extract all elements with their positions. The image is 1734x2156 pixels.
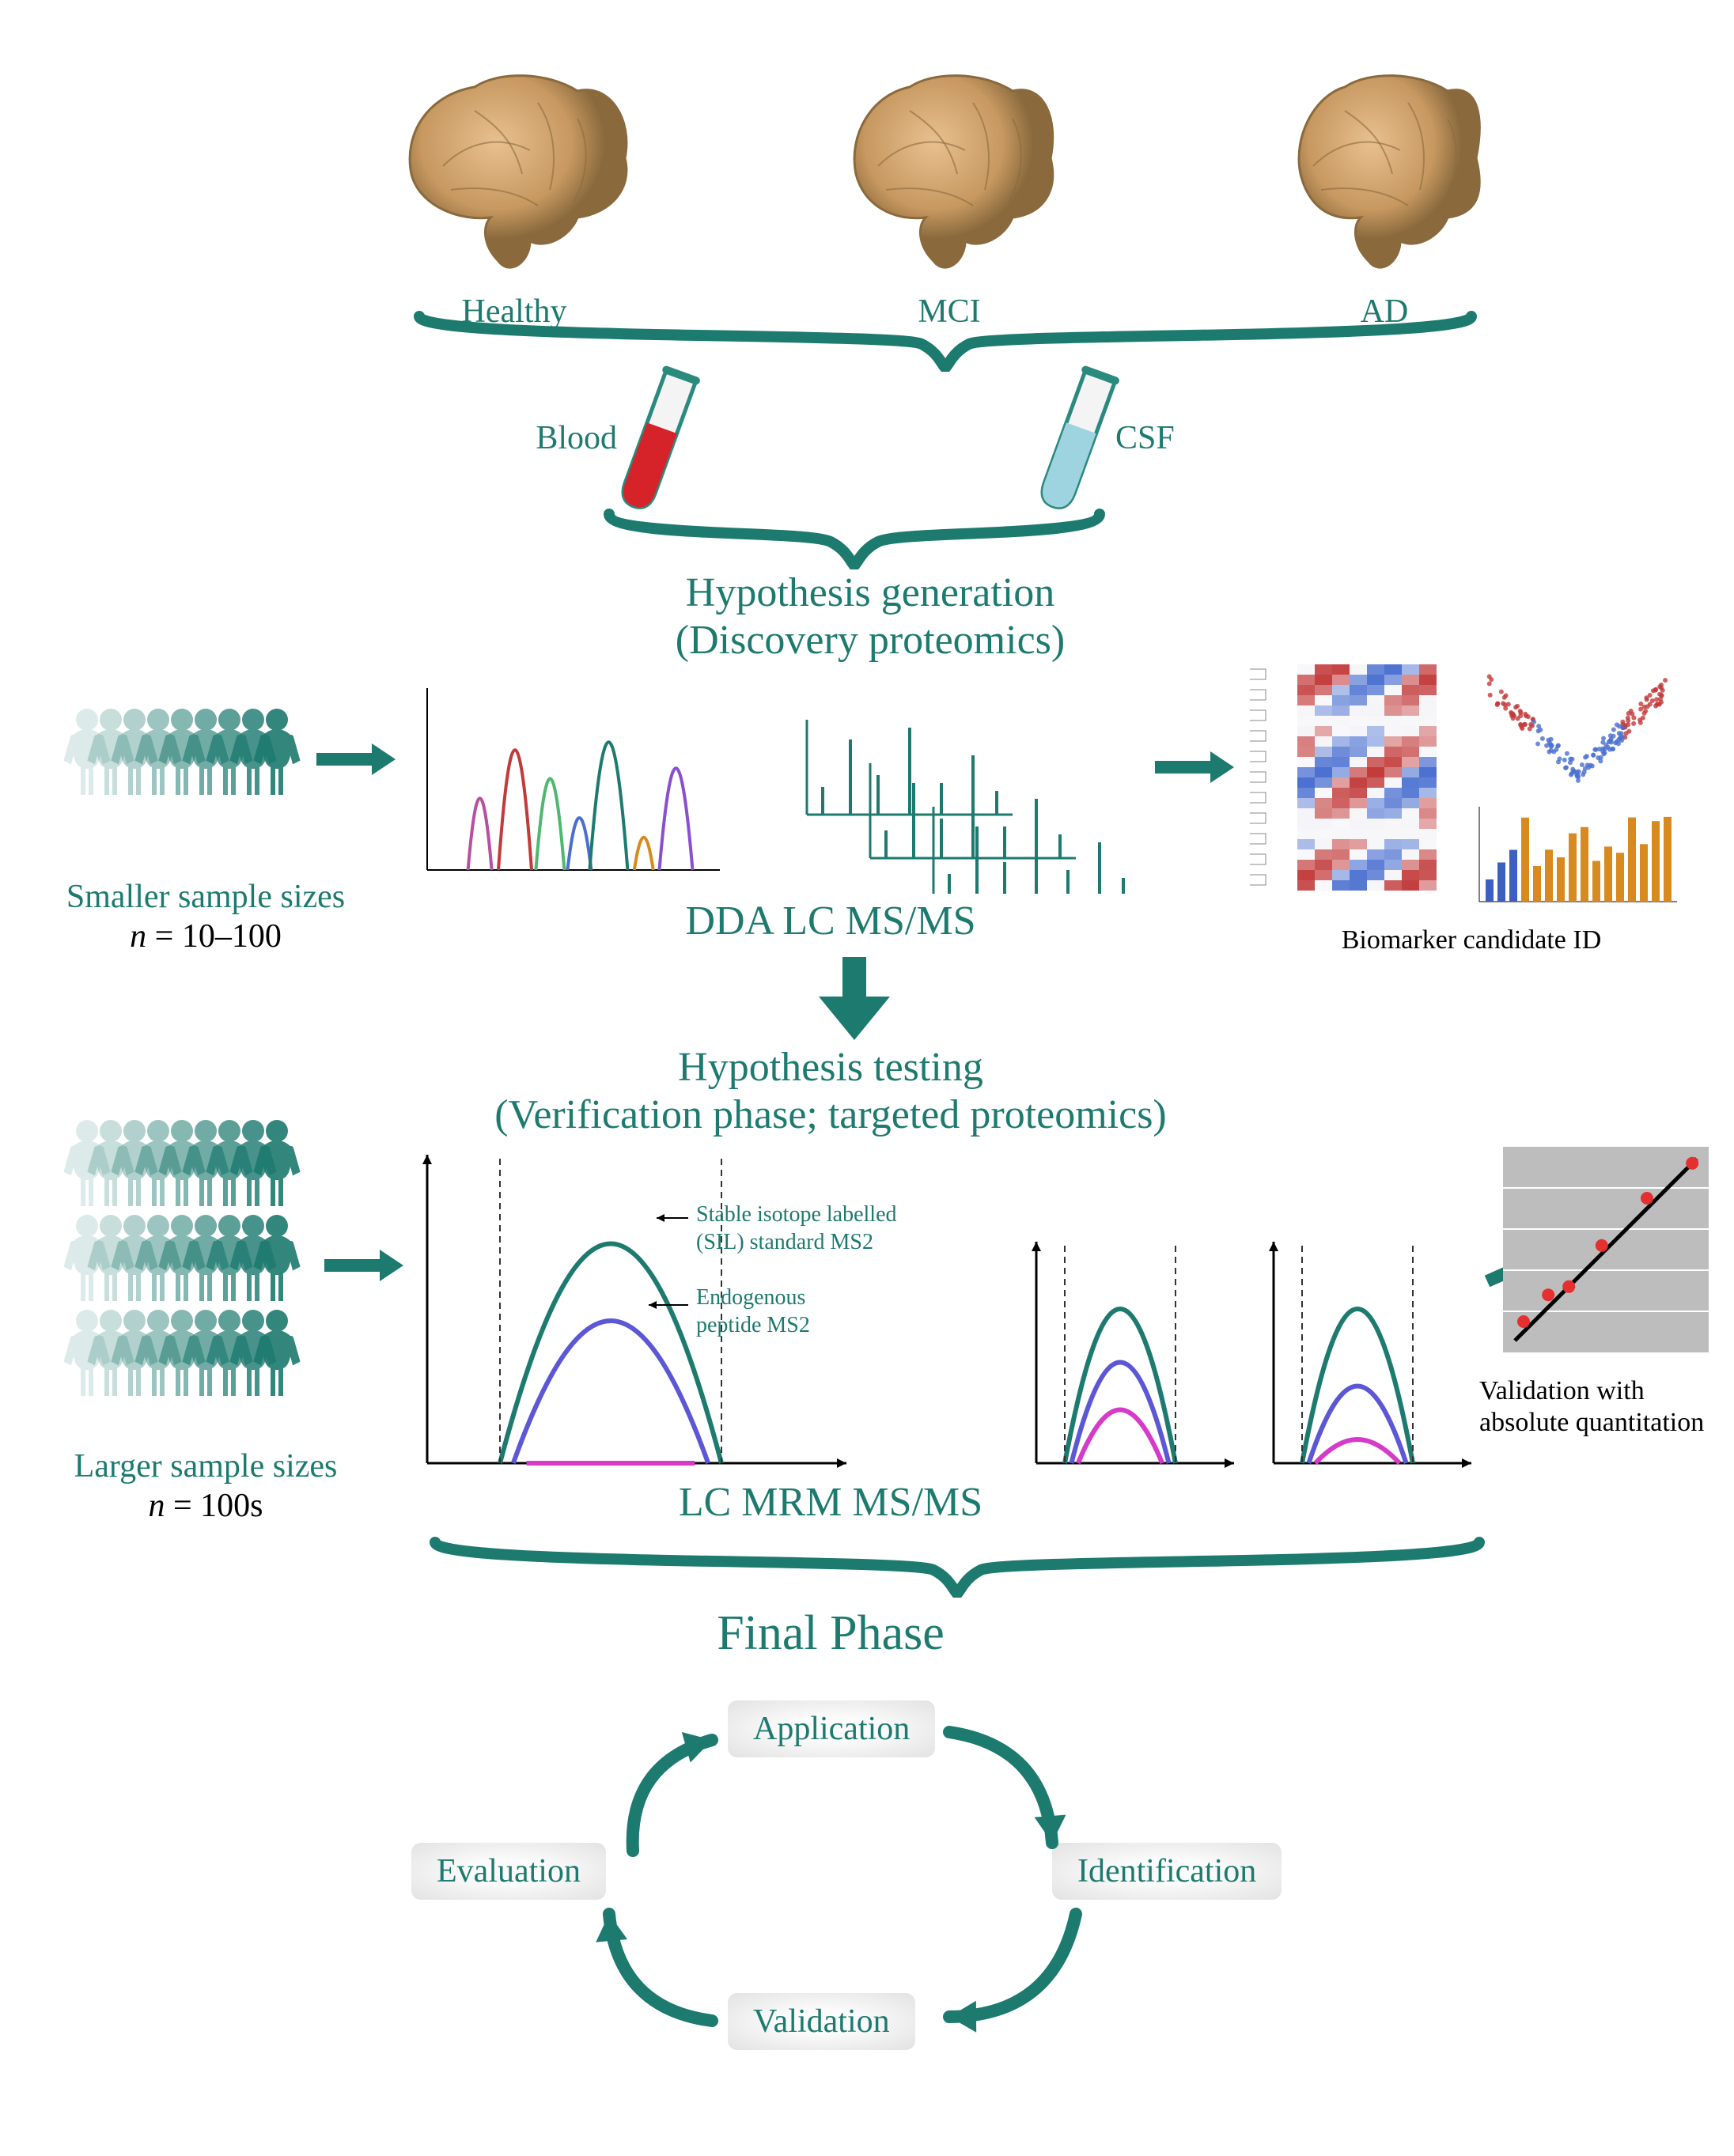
brain-icon [372,47,657,285]
arrow-connector [293,736,419,783]
arrow-connector [301,1242,427,1289]
endo-label-1: Endogenous [696,1285,1028,1311]
section1-subtitle: (Discovery proteomics) [514,617,1226,664]
chromatogram-chart [403,672,736,894]
section2-subtitle: (Verification phase; targeted proteomics… [356,1091,1305,1138]
dda-method-label: DDA LC MS/MS [593,898,1068,944]
brace-connector [427,1534,1487,1598]
down-arrow-icon [807,949,902,1044]
tube-label: CSF [1115,419,1258,457]
final-phase-title: Final Phase [593,1606,1068,1662]
cycle-arrow [902,1867,1123,2064]
tube-label: Blood [475,419,617,457]
sil-label-2: (SIL) standard MS2 [696,1230,1028,1255]
cohort2-label: Larger sample sizes [32,1447,380,1485]
sil-label-1: Stable isotope labelled [696,1202,1028,1227]
mrm-peak-chart [1020,1234,1242,1479]
biomarker-analysis-panel [1242,656,1685,917]
brain-icon [807,47,1092,285]
validation-label-2: absolute quantitation [1479,1408,1732,1438]
calibration-plot [1503,1147,1709,1352]
arrow-connector [1131,743,1258,791]
mrm-method-label: LC MRM MS/MS [554,1479,1107,1526]
ms-spectra-icon [775,672,1139,894]
biomarker-id-label: Biomarker candidate ID [1266,925,1677,955]
brace-connector [411,308,1479,372]
section2-title: Hypothesis testing [356,1044,1305,1091]
cohort1-n-val: n = 10–100 [32,917,380,955]
test-tube-icon [601,356,712,530]
brain-icon [1242,47,1527,285]
endo-label-2: peptide MS2 [696,1313,1028,1338]
cohort1-label: Smaller sample sizes [32,878,380,916]
mrm-peak-chart [1258,1234,1479,1479]
test-tube-icon [1020,356,1131,530]
brace-connector [601,506,1107,569]
validation-label-1: Validation with [1479,1376,1732,1406]
cycle-arrow [562,1867,759,2068]
section1-title: Hypothesis generation [514,569,1226,616]
cycle-arrow [902,1685,1100,1890]
cohort2-n-val: n = 100s [32,1487,380,1525]
